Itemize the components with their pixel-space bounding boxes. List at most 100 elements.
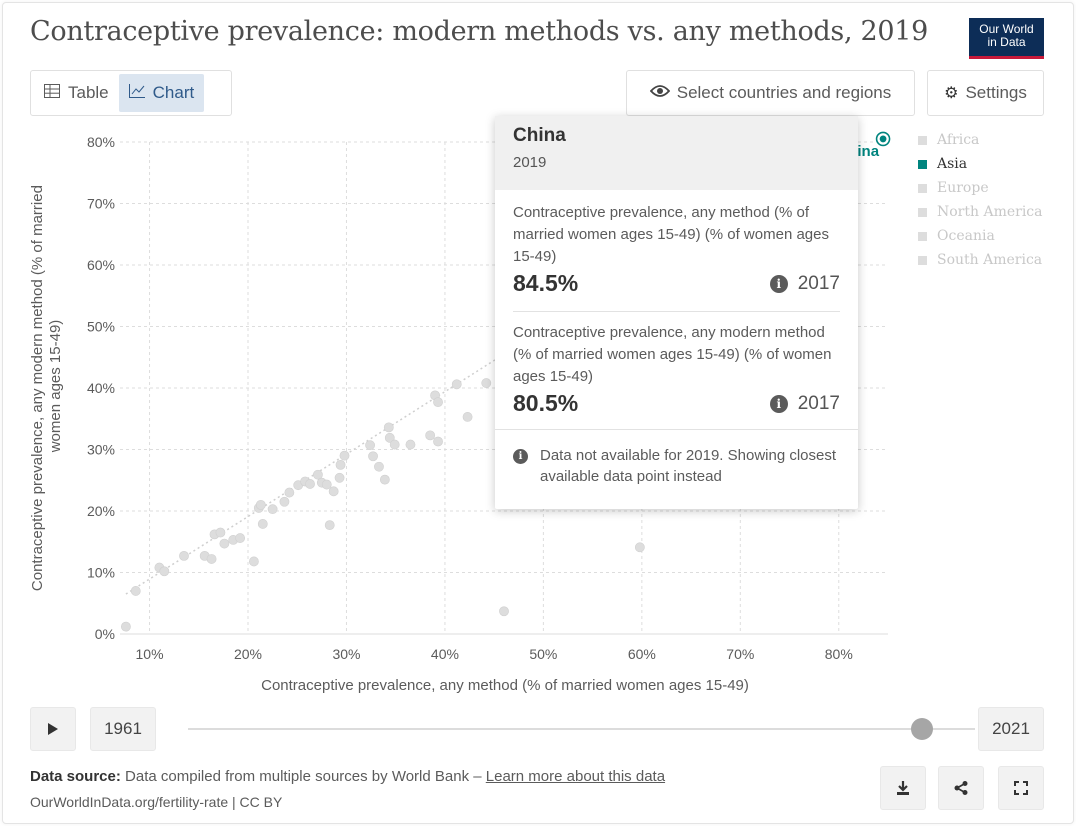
play-button[interactable]: [30, 707, 76, 751]
tooltip: China 2019 Contraceptive prevalence, any…: [495, 116, 858, 509]
data-point: [305, 479, 314, 488]
data-point: [131, 586, 140, 595]
legend-label: Asia: [937, 156, 967, 172]
source-url[interactable]: OurWorldInData.org/fertility-rate | CC B…: [30, 794, 282, 810]
data-point: [482, 378, 491, 387]
tooltip-metric-1-year-wrap: i 2017: [770, 273, 840, 295]
share-button[interactable]: [938, 766, 984, 810]
tooltip-metric-2-label: Contraceptive prevalence, any modern met…: [513, 322, 840, 388]
data-point: [433, 437, 442, 446]
timeline-end-year[interactable]: 2021: [978, 707, 1044, 751]
tooltip-header: China 2019: [495, 116, 858, 190]
y-tick-labels: 0% 10% 20% 30% 40% 50% 60% 70% 80%: [87, 134, 115, 642]
learn-more-link[interactable]: Learn more about this data: [486, 768, 665, 785]
data-point: [365, 441, 374, 450]
y-tick-label: 10%: [87, 565, 115, 581]
info-icon: i: [770, 275, 788, 293]
y-tick-label: 30%: [87, 442, 115, 458]
legend-label: South America: [937, 252, 1042, 268]
legend-label: North America: [937, 204, 1043, 220]
y-tick-label: 70%: [87, 196, 115, 212]
data-point: [249, 557, 258, 566]
data-point: [499, 607, 508, 616]
data-point: [121, 622, 130, 631]
data-point: [216, 528, 225, 537]
legend-label: Africa: [937, 132, 979, 148]
tooltip-metric-2: Contraceptive prevalence, any modern met…: [495, 312, 858, 417]
data-source-line: Data source: Data compiled from multiple…: [30, 768, 665, 785]
tooltip-note: i Data not available for 2019. Showing c…: [495, 430, 858, 487]
data-point: [322, 480, 331, 489]
data-point: [406, 440, 415, 449]
data-point: [335, 473, 344, 482]
data-point: [433, 398, 442, 407]
tooltip-metric-2-year-wrap: i 2017: [770, 393, 840, 415]
highlighted-point-group: ina: [857, 132, 889, 160]
legend-item[interactable]: North America: [918, 200, 1043, 224]
legend-item[interactable]: Asia: [918, 152, 1043, 176]
info-icon: i: [770, 395, 788, 413]
timeline-track[interactable]: [188, 728, 975, 730]
tooltip-metric-2-year: 2017: [798, 393, 840, 415]
x-tick-labels: 10% 20% 30% 40% 50% 60% 70% 80%: [136, 646, 853, 662]
legend-item[interactable]: South America: [918, 248, 1043, 272]
legend-swatch: [918, 256, 927, 265]
play-icon: [47, 722, 59, 736]
tooltip-metric-2-value: 80.5%: [513, 390, 578, 417]
data-point: [390, 440, 399, 449]
data-point: [329, 487, 338, 496]
y-tick-label: 40%: [87, 380, 115, 396]
timeline-handle[interactable]: [911, 718, 933, 740]
x-tick-label: 10%: [136, 646, 164, 662]
x-tick-label: 80%: [825, 646, 853, 662]
y-axis-label-line-2: women ages 15-49): [47, 320, 64, 454]
y-tick-label: 20%: [87, 503, 115, 519]
legend-label: Oceania: [937, 228, 995, 244]
download-button[interactable]: [880, 766, 926, 810]
legend-swatch: [918, 184, 927, 193]
data-point: [340, 451, 349, 460]
data-point: [463, 412, 472, 421]
info-icon: i: [513, 449, 528, 464]
data-point: [280, 497, 289, 506]
fullscreen-button[interactable]: [998, 766, 1044, 810]
data-point: [380, 475, 389, 484]
legend-swatch: [918, 208, 927, 217]
y-tick-label: 60%: [87, 257, 115, 273]
data-point: [336, 460, 345, 469]
data-point: [160, 567, 169, 576]
data-source-label: Data source:: [30, 768, 121, 785]
data-point: [268, 505, 277, 514]
legend-item[interactable]: Africa: [918, 128, 1043, 152]
legend-item[interactable]: Europe: [918, 176, 1043, 200]
tooltip-metric-1-year: 2017: [798, 273, 840, 295]
data-point: [236, 533, 245, 542]
data-point: [220, 539, 229, 548]
x-tick-label: 50%: [529, 646, 557, 662]
legend-swatch: [918, 160, 927, 169]
data-point: [256, 500, 265, 509]
data-point: [207, 554, 216, 563]
x-tick-label: 20%: [234, 646, 262, 662]
data-point: [258, 519, 267, 528]
data-source-text: Data compiled from multiple sources by W…: [125, 768, 482, 785]
tooltip-entity: China: [513, 125, 840, 147]
y-axis-label: Contraceptive prevalence, any modern met…: [29, 181, 64, 591]
y-tick-label: 0%: [95, 626, 115, 642]
x-tick-label: 60%: [628, 646, 656, 662]
data-point: [452, 380, 461, 389]
data-point: [635, 543, 644, 552]
legend-item[interactable]: Oceania: [918, 224, 1043, 248]
data-point: [325, 521, 334, 530]
tooltip-metric-1-value: 84.5%: [513, 270, 578, 297]
data-point: [179, 551, 188, 560]
download-icon: [895, 780, 911, 796]
x-tick-label: 70%: [726, 646, 754, 662]
data-point: [374, 462, 383, 471]
y-tick-label: 80%: [87, 134, 115, 150]
tooltip-note-text: Data not available for 2019. Showing clo…: [540, 445, 840, 487]
timeline-start-year[interactable]: 1961: [90, 707, 156, 751]
data-point: [285, 488, 294, 497]
y-tick-label: 50%: [87, 319, 115, 335]
highlighted-point-label: ina: [857, 143, 879, 160]
